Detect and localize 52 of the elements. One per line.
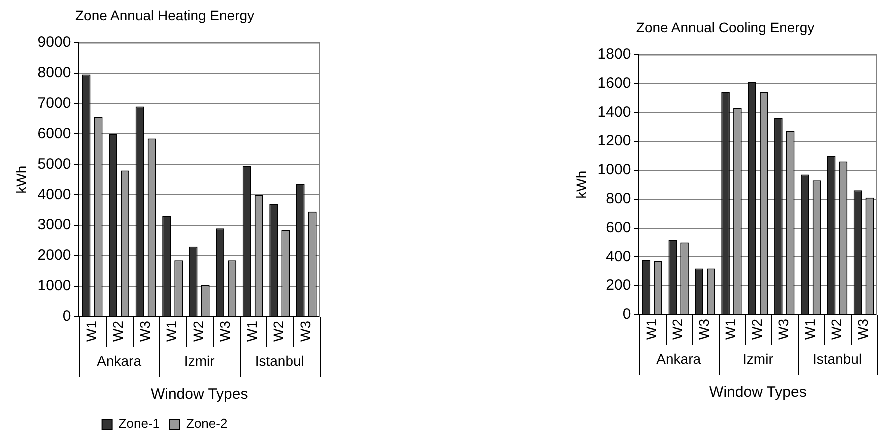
x-tick-label: W2 [670, 318, 686, 340]
y-tick-label: 1800 [598, 46, 632, 63]
y-axis-title: kWh [573, 170, 590, 199]
x-tick-label: W1 [643, 318, 660, 340]
x-tick-label: W3 [696, 318, 712, 340]
y-tick-label: 400 [606, 248, 632, 266]
text: Istanbul [813, 350, 862, 367]
text: Izmir [743, 350, 774, 367]
x-tick-label: W1 [802, 318, 818, 340]
y-tick-label: 9000 [38, 34, 72, 51]
y-tick-label: 1600 [598, 74, 632, 92]
x-tick-label: W1 [722, 318, 739, 340]
text: Istanbul [255, 352, 304, 369]
x-tick-label: W2 [270, 320, 287, 342]
y-tick-label: 2000 [38, 247, 72, 264]
x-tick-label: W3 [217, 320, 234, 342]
chart-title: Zone Annual Cooling Energy [636, 19, 815, 36]
legend-label: Zone-1 [118, 416, 160, 432]
x-tick-label: W3 [136, 320, 153, 342]
x-tick-label: W2 [110, 320, 126, 342]
text: Ankara [97, 352, 142, 369]
text: Ankara [656, 350, 702, 367]
x-tick-label: W1 [83, 320, 100, 342]
y-tick-label: 1000 [598, 162, 632, 179]
y-tick-label: 6000 [38, 125, 72, 142]
x-tick-label: W2 [190, 320, 206, 342]
x-tick-label: W1 [244, 320, 260, 342]
x-axis-title: Window Types [150, 386, 248, 404]
y-tick-label: 200 [606, 277, 632, 294]
y-axis-title: kWh [13, 166, 30, 194]
y-tick-label: 1400 [598, 104, 632, 121]
y-tick-label: 1000 [38, 278, 72, 295]
x-tick-label: W2 [828, 318, 844, 340]
y-tick-label: 0 [622, 306, 632, 324]
y-tick-label: 800 [606, 190, 632, 208]
text: Izmir [184, 352, 216, 369]
x-tick-label: W3 [854, 318, 871, 340]
y-tick-label: 600 [606, 219, 632, 236]
x-tick-label: W1 [164, 320, 180, 342]
chart-title: Zone Annual Heating Energy [75, 7, 255, 24]
y-tick-label: 4000 [38, 186, 72, 204]
y-tick-label: 0 [62, 308, 72, 326]
x-tick-label: W3 [297, 320, 314, 342]
y-tick-label: 5000 [38, 156, 72, 173]
y-tick-label: 1200 [598, 132, 632, 150]
y-tick-label: 8000 [38, 64, 72, 82]
legend-label: Zone-2 [186, 416, 228, 432]
y-tick-label: 7000 [38, 94, 72, 112]
x-tick-label: W2 [749, 318, 766, 340]
y-tick-label: 3000 [38, 216, 72, 234]
x-tick-label: W3 [775, 318, 792, 340]
x-axis-title: Window Types [710, 384, 807, 402]
